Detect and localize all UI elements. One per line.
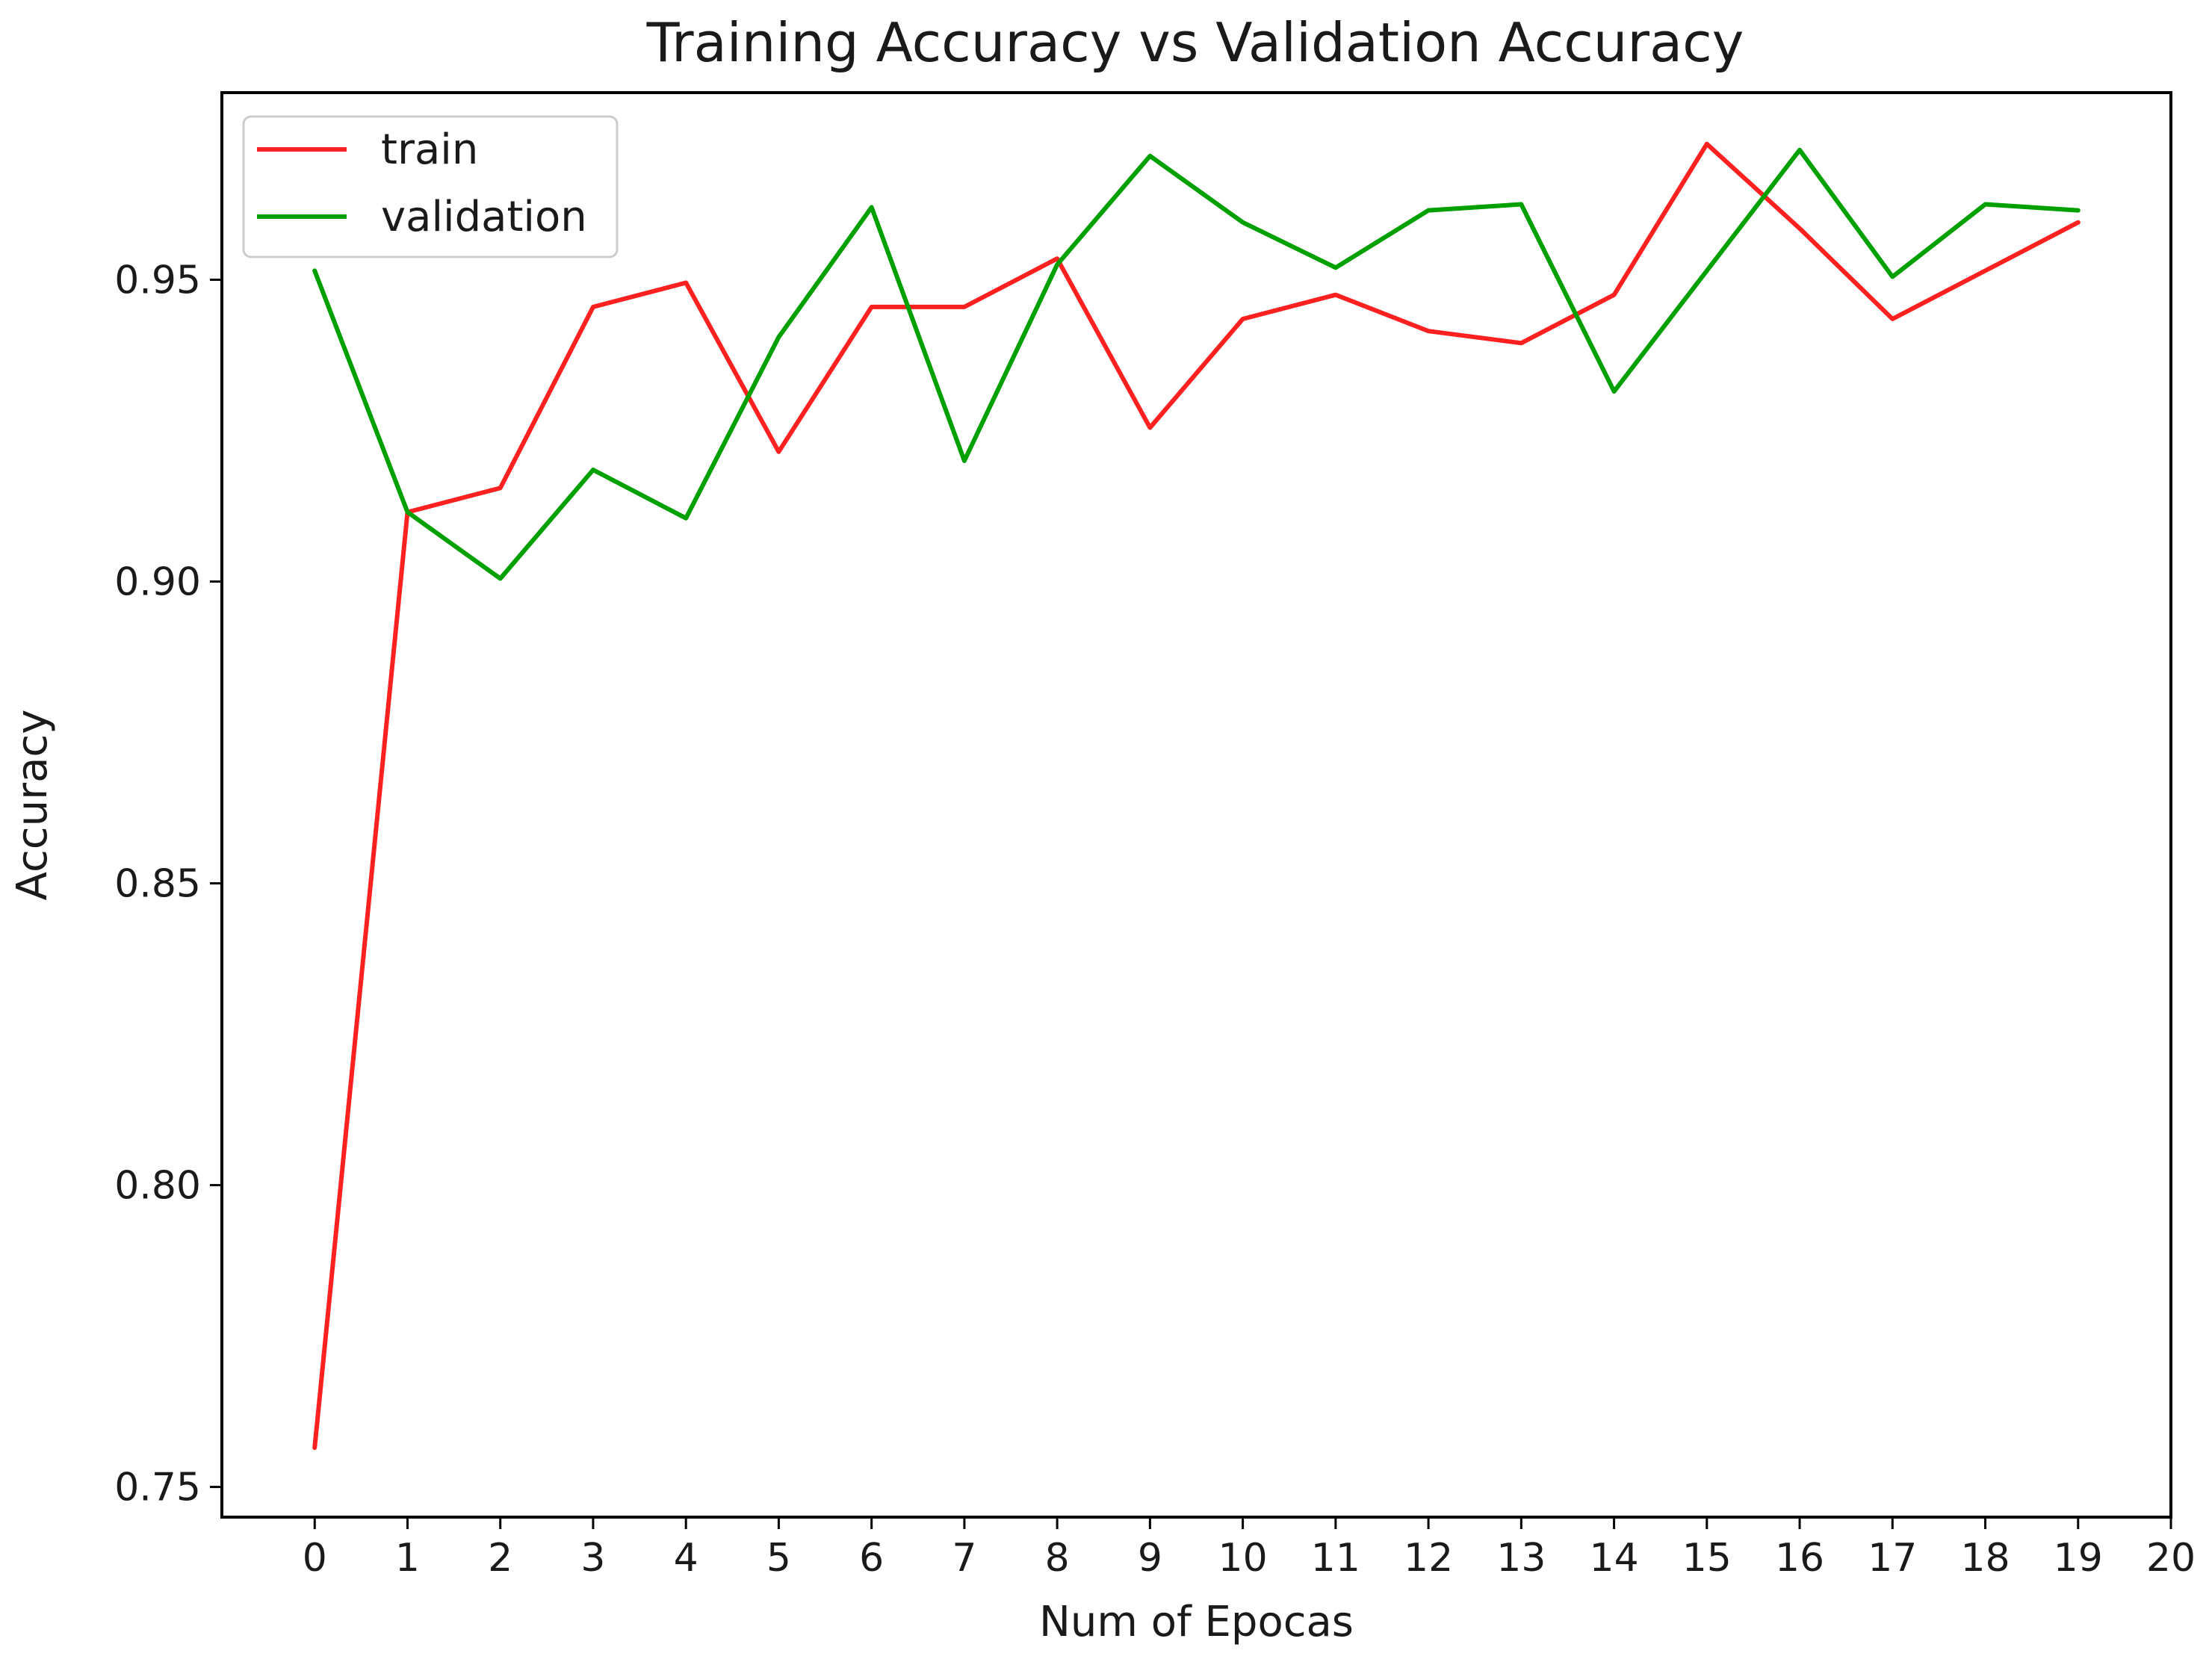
series-lines [312,141,2081,1451]
x-tick-label: 5 [766,1536,791,1581]
series-line-train [312,141,2081,1451]
x-tick-label: 16 [1775,1536,1824,1581]
x-tick-label: 7 [952,1536,976,1581]
x-axis-ticks: 0 1 2 3 4 5 6 7 8 9 10 11 12 13 14 15 16 17 18 19 20 [303,1517,2196,1581]
x-tick-label: 17 [1868,1536,1917,1581]
x-tick-label: 15 [1682,1536,1732,1581]
x-tick-label: 6 [859,1536,884,1581]
x-tick-label: 11 [1311,1536,1360,1581]
y-tick-label: 0.90 [114,560,201,605]
x-tick-label: 9 [1138,1536,1162,1581]
plot-area: 0 1 2 3 4 5 6 7 8 9 10 11 12 13 14 15 16 17 18 19 20 0.750.8… [114,91,2196,1581]
x-tick-label: 18 [1960,1536,2010,1581]
legend: train validation [242,115,619,258]
x-axis-label: Num of Epocas [1039,1598,1354,1646]
x-tick-label: 8 [1045,1536,1070,1581]
x-tick-label: 19 [2054,1536,2103,1581]
x-tick-label: 12 [1404,1536,1453,1581]
legend-items: train validation [257,125,587,241]
x-tick-label: 10 [1218,1536,1268,1581]
x-tick-label: 4 [674,1536,698,1581]
series-line-validation [312,147,2081,581]
x-tick-label: 0 [303,1536,327,1581]
y-axis-ticks: 0.75 0.80 0.85 0.90 0.95 [114,258,222,1510]
legend-label-train: train [381,125,478,174]
legend-label-validation: validation [381,193,587,241]
y-tick-label: 0.80 [114,1164,201,1209]
x-tick-label: 1 [395,1536,420,1581]
y-tick-label: 0.95 [114,258,201,303]
x-tick-label: 13 [1496,1536,1546,1581]
chart-title: Training Accuracy vs Validation Accuracy [646,11,1744,74]
x-tick-label: 3 [580,1536,605,1581]
x-tick-label: 20 [2146,1536,2196,1581]
x-tick-label: 14 [1589,1536,1638,1581]
y-tick-label: 0.85 [114,862,201,907]
x-tick-label: 2 [488,1536,512,1581]
plot-frame [220,91,2172,1519]
y-tick-label: 0.75 [114,1466,201,1510]
y-axis-label: Accuracy [8,710,57,901]
